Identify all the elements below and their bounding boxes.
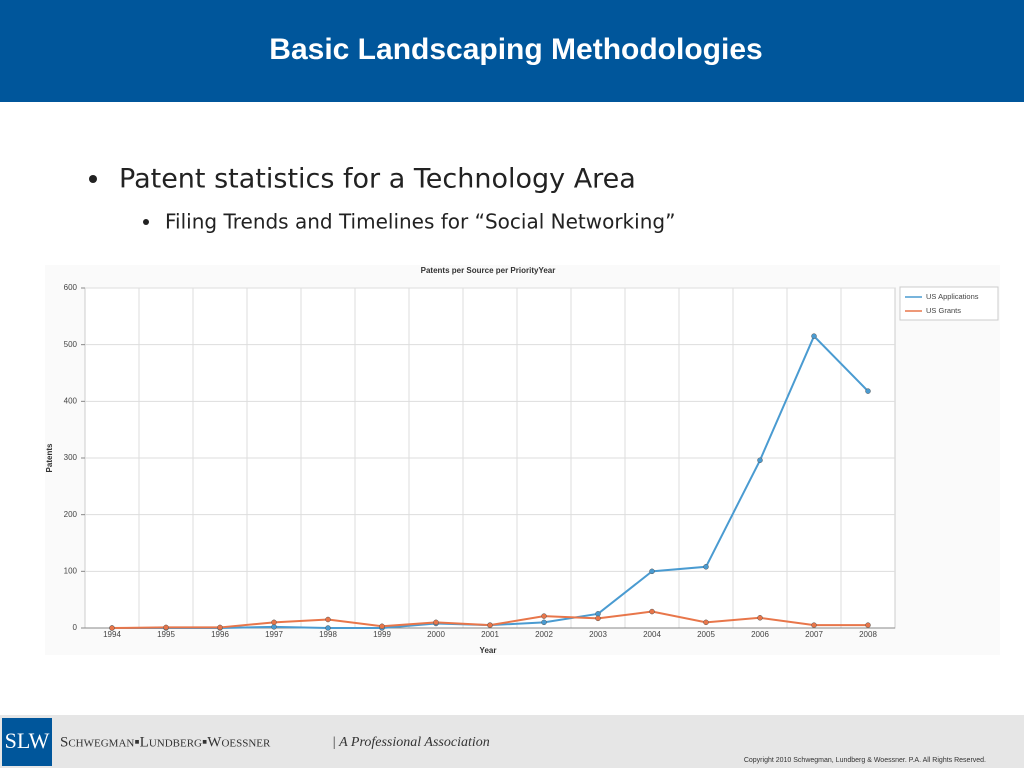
point	[271, 624, 277, 630]
point	[433, 619, 439, 626]
x-tick-label: 2000	[427, 630, 445, 639]
point	[757, 615, 763, 621]
x-tick-label: 1995	[157, 630, 175, 639]
footer-band	[0, 715, 1024, 768]
point	[649, 568, 655, 575]
point	[217, 624, 223, 631]
sub-bullet	[143, 219, 149, 225]
point	[865, 388, 871, 394]
x-tick-label: 2005	[697, 630, 715, 639]
point	[703, 564, 709, 570]
x-tick-label: 1998	[319, 630, 337, 639]
point	[811, 622, 817, 628]
bullet	[89, 175, 97, 183]
firm-name: Schwegman▪Lundberg▪Woessner	[60, 734, 271, 750]
copyright: Copyright 2010 Schwegman, Lundberg & Woe…	[744, 757, 986, 764]
y-tick-label: 500	[64, 340, 78, 349]
x-tick-label: 2004	[643, 630, 661, 639]
point	[541, 619, 547, 626]
x-tick-label: 2008	[859, 630, 877, 639]
point	[379, 623, 385, 630]
x-tick-label: 1999	[373, 630, 391, 639]
x-tick-label: 2006	[751, 630, 769, 639]
point	[595, 611, 601, 617]
point	[865, 622, 871, 628]
chart-title: Patents per Source per PriorityYear	[421, 266, 556, 275]
point	[163, 624, 169, 631]
point	[325, 625, 331, 631]
point	[271, 619, 277, 626]
sub-bullet-text: Filing Trends and Timelines for “Social …	[165, 210, 675, 234]
point	[595, 615, 601, 622]
y-tick-label: 600	[64, 283, 78, 292]
y-axis-label: Patents	[45, 443, 54, 472]
x-tick-label: 2003	[589, 630, 607, 639]
tagline: | A Professional Association	[332, 735, 490, 750]
point	[487, 622, 493, 628]
y-tick-label: 200	[64, 510, 78, 519]
x-tick-label: 1994	[103, 630, 121, 639]
point	[325, 616, 331, 623]
legend-label: US Applications	[926, 292, 979, 301]
x-tick-label: 2007	[805, 630, 823, 639]
x-tick-label: 1996	[211, 630, 229, 639]
slide-title: Basic Landscaping Methodologies	[269, 33, 762, 66]
y-tick-label: 400	[64, 396, 78, 405]
logo-box	[2, 718, 52, 766]
point	[703, 619, 709, 626]
point	[541, 613, 547, 619]
point	[811, 333, 817, 339]
x-tick-label: 2002	[535, 630, 553, 639]
point	[109, 625, 115, 631]
y-tick-label: 0	[73, 623, 78, 632]
x-tick-label: 1997	[265, 630, 283, 639]
point	[757, 457, 763, 464]
x-tick-label: 2001	[481, 630, 499, 639]
y-tick-label: 100	[64, 566, 78, 575]
header-band	[0, 0, 1024, 102]
point	[649, 608, 655, 615]
legend-label: US Grants	[926, 306, 961, 315]
y-tick-label: 300	[64, 453, 78, 462]
legend	[899, 286, 999, 321]
x-axis-label: Year	[480, 646, 497, 655]
bullet-text: Patent statistics for a Technology Area	[119, 164, 636, 195]
logo: SLW	[5, 728, 50, 753]
